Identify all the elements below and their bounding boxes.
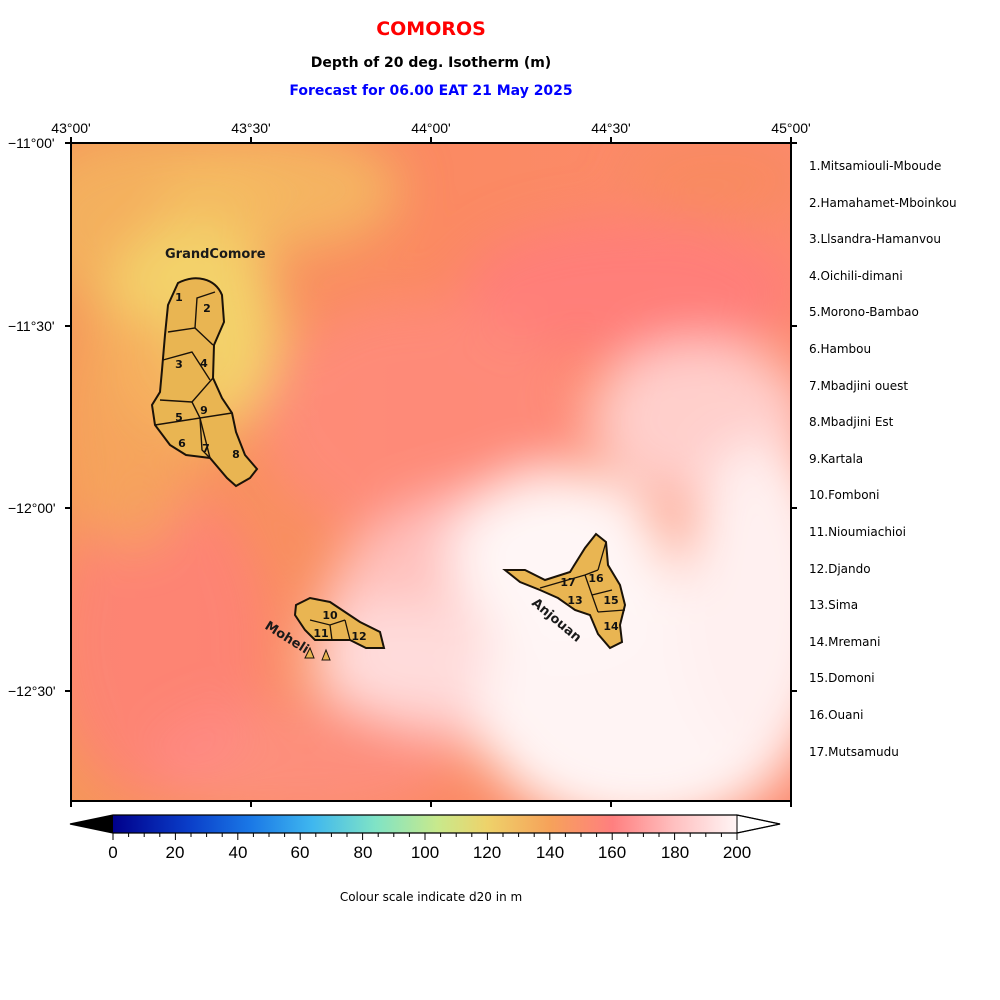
- lon-label: 44°30': [591, 120, 631, 136]
- legend-item: 15.Domoni: [809, 671, 875, 686]
- legend-item: 17.Mutsamudu: [809, 744, 899, 759]
- district-number: 17: [560, 576, 575, 589]
- colorbar-low-arrow: [70, 815, 113, 833]
- district-number: 6: [178, 437, 186, 450]
- colorbar-tick-label: 0: [108, 843, 118, 862]
- district-legend: 1.Mitsamiouli-Mboude 2.Hamahamet-Mboinko…: [809, 158, 957, 780]
- colorbar-tick-label: 160: [597, 843, 627, 862]
- lon-label: 43°00': [51, 120, 91, 136]
- legend-item: 12.Djando: [809, 561, 871, 576]
- colorbar-tick-label: 120: [472, 843, 502, 862]
- district-number: 7: [202, 442, 210, 455]
- colorbar-tick-label: 180: [660, 843, 690, 862]
- legend-item: 4.Oichili-dimani: [809, 268, 903, 283]
- lat-label: −12°30': [8, 683, 56, 699]
- colorbar-caption: Colour scale indicate d20 in m: [339, 890, 523, 904]
- d20-field: [71, 143, 791, 801]
- district-number: 12: [351, 630, 366, 643]
- map-ticks: [65, 137, 797, 807]
- colorbar-ticks: [112, 833, 738, 840]
- district-number: 15: [603, 594, 618, 607]
- district-number: 9: [200, 404, 208, 417]
- district-number: 11: [313, 627, 328, 640]
- district-number: 10: [322, 609, 338, 622]
- legend-item: 2.Hamahamet-Mboinkou: [809, 195, 957, 210]
- colorbar: [69, 814, 781, 840]
- district-number: 8: [232, 448, 240, 461]
- legend-item: 13.Sima: [809, 598, 859, 613]
- district-number: 14: [603, 620, 619, 633]
- anjouan-island: [502, 532, 627, 650]
- district-number: 13: [567, 594, 582, 607]
- colorbar-tick-label: 40: [228, 843, 248, 862]
- lat-label: −12°00': [8, 500, 56, 516]
- colorbar-tick-label: 140: [535, 843, 565, 862]
- colorbar-tick-label: 100: [410, 843, 440, 862]
- colorbar-tick-label: 60: [290, 843, 310, 862]
- district-number: 5: [175, 411, 183, 424]
- legend-item: 5.Morono-Bambao: [809, 305, 919, 320]
- legend-item: 10.Fomboni: [809, 488, 880, 503]
- legend-item: 6.Hambou: [809, 341, 872, 356]
- legend-item: 7.Mbadjini ouest: [809, 378, 909, 393]
- lat-label: −11°00': [8, 135, 55, 151]
- district-number: 2: [203, 302, 211, 315]
- colorbar-tick-label: 80: [353, 843, 373, 862]
- legend-item: 3.Llsandra-Hamanvou: [809, 232, 941, 247]
- map-title: COMOROS: [376, 18, 486, 40]
- district-number: 1: [175, 291, 183, 304]
- grand-comore-label: GrandComore: [165, 247, 266, 262]
- forecast-time: Forecast for 06.00 EAT 21 May 2025: [289, 83, 573, 99]
- colorbar-high-arrow: [736, 814, 781, 834]
- legend-item: 14.Mremani: [809, 634, 881, 649]
- lon-label: 43°30': [231, 120, 271, 136]
- colorbar-tick-label: 200: [722, 843, 752, 862]
- legend-item: 16.Ouani: [809, 707, 864, 722]
- legend-item: 8.Mbadjini Est: [809, 415, 894, 430]
- district-number: 4: [200, 357, 208, 370]
- district-number: 3: [175, 358, 183, 371]
- legend-item: 11.Nioumiachioi: [809, 524, 906, 539]
- district-number: 16: [588, 572, 604, 585]
- colorbar-ramp: [113, 815, 737, 833]
- map-subtitle: Depth of 20 deg. Isotherm (m): [310, 55, 552, 71]
- legend-item: 1.Mitsamiouli-Mboude: [809, 159, 942, 173]
- lon-label: 45°00': [771, 120, 811, 136]
- colorbar-tick-label: 20: [165, 843, 185, 862]
- moheli-island: [293, 596, 386, 661]
- lat-label: −11°30': [8, 318, 55, 334]
- legend-item: 9.Kartala: [809, 451, 864, 466]
- grand-comore-island: [150, 277, 259, 488]
- lon-label: 44°00': [411, 120, 451, 136]
